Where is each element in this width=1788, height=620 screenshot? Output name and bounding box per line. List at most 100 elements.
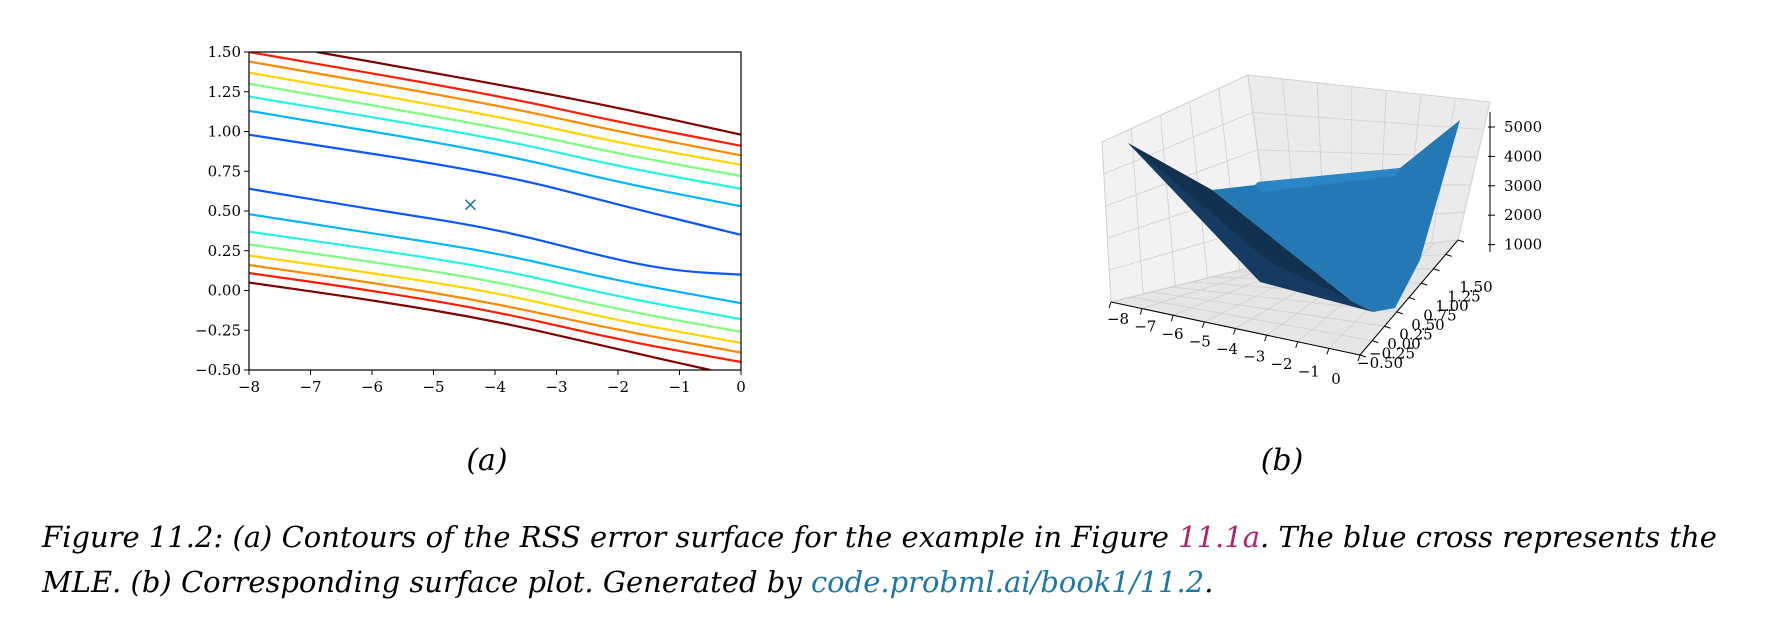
contour-line-15 bbox=[249, 271, 741, 364]
y-axis-3d: −0.50−0.250.000.250.500.751.001.251.50 bbox=[1357, 239, 1493, 372]
contour-line-4 bbox=[249, 71, 741, 166]
y-tick-label: 1.25 bbox=[208, 83, 241, 101]
y-tick-label: 0.75 bbox=[208, 162, 241, 180]
y-tick-label: 1.50 bbox=[208, 43, 241, 61]
z-tick-label: 3000 bbox=[1504, 177, 1542, 195]
x-tick-label: −1 bbox=[668, 378, 690, 396]
x-tick-label: −7 bbox=[1134, 318, 1156, 336]
contour-line-9 bbox=[249, 187, 741, 276]
z-tick-label: 1000 bbox=[1504, 236, 1542, 254]
x-tick-label: −6 bbox=[361, 378, 383, 396]
contour-line-7 bbox=[249, 109, 741, 208]
x-tick-label: −4 bbox=[1216, 340, 1238, 358]
x-tick-mark bbox=[1357, 354, 1361, 362]
x-tick-label: −6 bbox=[1161, 325, 1183, 343]
x-tick-label: −3 bbox=[1243, 348, 1265, 366]
caption-prefix: Figure 11.2: (a) Contours of the RSS err… bbox=[42, 520, 1179, 554]
grid-line bbox=[1110, 261, 1273, 303]
y-tick-mark bbox=[1445, 253, 1452, 257]
contour-lines bbox=[249, 52, 741, 370]
y-tick-mark bbox=[1396, 311, 1403, 315]
y-tick-label: 0.00 bbox=[208, 282, 241, 300]
panel-label-b: (b) bbox=[1261, 443, 1304, 478]
contour-line-6 bbox=[249, 95, 741, 190]
code-link[interactable]: code.probml.ai/book1/11.2 bbox=[810, 565, 1205, 599]
y-tick-mark bbox=[1408, 297, 1416, 300]
y-tick-label: 1.00 bbox=[1435, 297, 1468, 315]
figure-caption: Figure 11.2: (a) Contours of the RSS err… bbox=[42, 515, 1762, 605]
contour-line-3 bbox=[249, 60, 741, 157]
y-tick-label: 1.25 bbox=[1447, 288, 1480, 306]
panel-label-a: (a) bbox=[466, 443, 507, 478]
y-tick-label: 0.00 bbox=[1387, 335, 1420, 353]
mle-cross-marker bbox=[464, 199, 476, 211]
contour-line-14 bbox=[249, 263, 741, 354]
y-tick-label: −0.50 bbox=[1357, 354, 1403, 372]
y-tick-label: 0.50 bbox=[208, 202, 241, 220]
y-tick-label: −0.25 bbox=[195, 321, 241, 339]
x-tick-label: −8 bbox=[1107, 310, 1129, 328]
grid-line bbox=[1101, 141, 1112, 303]
contour-line-12 bbox=[249, 243, 741, 333]
x-tick-mark bbox=[1233, 328, 1236, 335]
contour-line-2 bbox=[249, 52, 741, 147]
grid-line bbox=[1103, 111, 1484, 175]
caption-suffix: . bbox=[1204, 565, 1214, 599]
grid-line bbox=[1130, 128, 1144, 295]
contour-line-8 bbox=[249, 133, 741, 236]
y-tick-label: 0.75 bbox=[1423, 307, 1456, 325]
x-tick-label: −2 bbox=[1270, 355, 1292, 373]
x-tick-label: −5 bbox=[1189, 333, 1211, 351]
grid-line bbox=[1457, 101, 1491, 241]
x-tick-label: 0 bbox=[736, 378, 746, 396]
y-tick-label: 1.00 bbox=[208, 123, 241, 141]
error-surface bbox=[1128, 120, 1460, 312]
x-tick-mark bbox=[1201, 321, 1205, 329]
contour-line-1 bbox=[316, 52, 741, 136]
x-tick-label: −5 bbox=[422, 378, 444, 396]
y-axis: −0.50 −0.25 0.00 0.25 0.50 0.75 1.00 1.25 1.50 bbox=[195, 43, 249, 379]
x-tick-label: −3 bbox=[545, 378, 567, 396]
contour-line-11 bbox=[249, 230, 741, 321]
y-tick-label: −0.50 bbox=[195, 361, 241, 379]
surface-dark-ridge bbox=[1128, 143, 1350, 300]
y-tick-mark bbox=[1421, 282, 1428, 286]
contour-line-5 bbox=[249, 82, 741, 178]
x-tick-label: −8 bbox=[238, 378, 260, 396]
y-tick-label: 0.25 bbox=[208, 242, 241, 260]
x-tick-label: −7 bbox=[299, 378, 321, 396]
z-tick-label: 2000 bbox=[1504, 206, 1542, 224]
z-tick-label: 5000 bbox=[1504, 118, 1542, 136]
x-tick-label: 0 bbox=[1331, 370, 1341, 388]
surface-top-strip bbox=[1255, 168, 1400, 192]
y-tick-mark bbox=[1372, 340, 1379, 344]
surface-plot: −8 −7 −6 −5 −4 −3 −2 −1 0 −0.50−0.250.000.250.50… bbox=[1101, 74, 1542, 478]
y-tick-label: 0.50 bbox=[1411, 316, 1444, 334]
x-tick-mark bbox=[1264, 334, 1268, 342]
grid-line bbox=[1160, 115, 1176, 287]
x-tick-mark bbox=[1326, 348, 1330, 355]
x-tick-mark bbox=[1108, 301, 1112, 309]
z-tick-label: 4000 bbox=[1504, 147, 1542, 165]
z-axis-3d: 1000 2000 3000 4000 5000 bbox=[1488, 112, 1542, 254]
y-tick-mark bbox=[1359, 354, 1367, 358]
y-tick-mark bbox=[1384, 325, 1391, 329]
x-axis-3d: −8 −7 −6 −5 −4 −3 −2 −1 0 bbox=[1107, 301, 1361, 388]
y-tick-label: 1.50 bbox=[1459, 278, 1492, 296]
y-tick-mark bbox=[1457, 239, 1465, 243]
y-tick-label: −0.25 bbox=[1369, 345, 1415, 363]
surface-right-face bbox=[1212, 120, 1460, 312]
x-tick-mark bbox=[1170, 315, 1174, 322]
contour-line-16 bbox=[249, 281, 711, 370]
figure: −8 −7 −6 −5 −4 −3 −2 −1 0 −0.50−0.250.000.250.50… bbox=[195, 43, 1542, 478]
contour-plot: −8 −7 −6 −5 −4 −3 −2 −1 0 −0.50 −0.25 0.00 0.25 0.50… bbox=[195, 43, 746, 478]
mle-cross bbox=[464, 199, 476, 211]
y-tick-mark bbox=[1433, 268, 1440, 272]
x-tick-mark bbox=[1139, 308, 1143, 315]
y-tick-label: 0.25 bbox=[1399, 326, 1432, 344]
figure-reference-link[interactable]: 11.1a bbox=[1178, 520, 1260, 554]
grid-line bbox=[1105, 149, 1478, 207]
contour-line-13 bbox=[249, 254, 741, 345]
x-tick-label: −4 bbox=[484, 378, 506, 396]
x-tick-label: −1 bbox=[1298, 363, 1320, 381]
